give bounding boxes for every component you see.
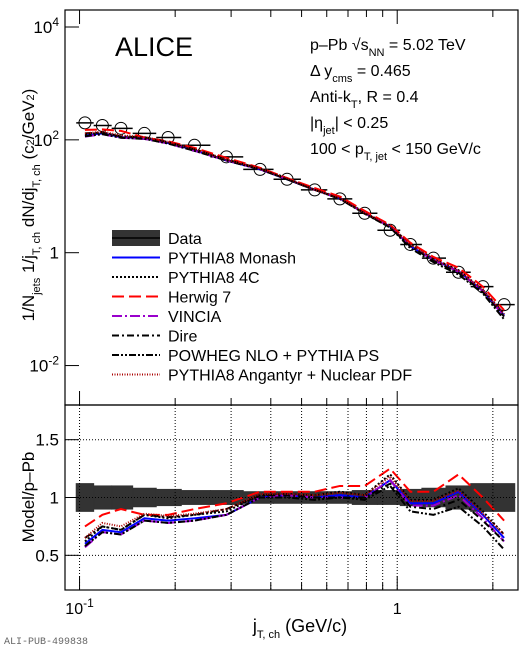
- annotation-part: NN: [369, 47, 385, 59]
- exponent: -2: [48, 354, 59, 368]
- annotation: Δ ycms = 0.465: [310, 63, 411, 85]
- uncertainty-box: [492, 483, 516, 512]
- data-point: [114, 121, 128, 135]
- y-axis-label-part: 2: [25, 139, 37, 145]
- y-tick-label: 0.5: [35, 546, 59, 565]
- x-axis-label-part: T, ch: [257, 629, 280, 641]
- annotation-part: Δ y: [310, 63, 332, 80]
- y-axis-label-part: 2: [25, 94, 37, 100]
- x-tick-label: 10-1: [65, 596, 94, 618]
- uncertainty-box: [155, 488, 182, 507]
- legend-label: PYTHIA8 4C: [168, 270, 260, 287]
- model-line: [84, 467, 505, 528]
- model-line: [84, 133, 505, 318]
- y-axis-label-part: ): [19, 89, 38, 95]
- top-plot: [76, 116, 515, 320]
- top-frame: [64, 9, 519, 406]
- y-tick-label: 1: [50, 244, 59, 263]
- data-point: [497, 298, 511, 312]
- data-point: [333, 192, 347, 206]
- x-tick-label: 1: [393, 601, 402, 618]
- annotation-part: p–Pb √s: [310, 37, 369, 54]
- y-axis-label-part: dN/dj: [19, 187, 38, 231]
- exponent: 2: [52, 128, 59, 142]
- annotation: Anti-kT, R = 0.4: [310, 89, 419, 111]
- legend-label: PYTHIA8 Monash: [168, 251, 296, 268]
- y-axis-label-part: 1/N: [19, 295, 38, 321]
- y-axis-label-part: 1/j: [19, 255, 38, 278]
- y-tick-label: 104: [33, 15, 59, 37]
- y-tick-label: 10-2: [29, 354, 59, 376]
- legend-label: PYTHIA8 Angantyr + Nuclear PDF: [168, 368, 412, 385]
- exponent: 4: [52, 15, 59, 29]
- annotation-part: < 150 GeV/c: [387, 141, 481, 158]
- y-axis-label-part: /GeV: [19, 100, 38, 139]
- legend-label: VINCIA: [168, 309, 222, 326]
- legend-label: Herwig 7: [168, 290, 231, 307]
- annotation-part: = 0.465: [352, 63, 410, 80]
- y-axis-label-part: T, ch: [31, 232, 43, 255]
- model-line: [84, 482, 505, 543]
- legend-label: POWHEG NLO + PYTHIA PS: [168, 348, 379, 365]
- annotation: |ηjet| < 0.25: [310, 115, 388, 137]
- annotation: p–Pb √sNN = 5.02 TeV: [310, 37, 466, 59]
- model-line: [84, 472, 505, 543]
- annotation-part: jet: [322, 125, 335, 137]
- model-line: [84, 130, 505, 315]
- legend-label: Dire: [168, 329, 197, 346]
- y-tick-label: 1: [50, 489, 59, 508]
- annotation-part: T, jet: [364, 151, 387, 163]
- y-axis-label: 1/Njets 1/jT, ch dN/djT, ch (c2/GeV2): [19, 89, 43, 322]
- uncertainty-box: [93, 485, 113, 510]
- annotation-part: | < 0.25: [335, 115, 389, 132]
- x-axis-label: jT, ch (GeV/c): [252, 616, 347, 641]
- x-axis-label-part: (GeV/c): [280, 616, 347, 636]
- annotation-part: |η: [310, 115, 323, 132]
- data-point: [78, 116, 92, 130]
- legend-label: Data: [168, 231, 202, 248]
- footer: ALI-PUB-499838: [4, 637, 88, 648]
- model-line: [84, 131, 505, 315]
- y-tick-label: 1.5: [35, 431, 59, 450]
- y-axis-label: Model/p–Pb: [19, 452, 38, 543]
- data-point: [403, 237, 417, 251]
- y-axis-label-part: (c: [19, 145, 38, 164]
- model-line: [84, 131, 505, 318]
- data-point: [253, 162, 267, 176]
- model-line: [84, 133, 505, 320]
- annotation: 100 < pT, jet < 150 GeV/c: [310, 141, 481, 163]
- model-line: [84, 132, 505, 316]
- annotation-part: T: [351, 99, 358, 111]
- annotation-part: = 5.02 TeV: [384, 37, 465, 54]
- chart-title: ALICE: [115, 32, 193, 62]
- annotation-part: cms: [332, 73, 353, 85]
- bottom-plot: [75, 467, 516, 551]
- y-axis-label-part: jets: [31, 277, 43, 296]
- y-axis-label-part: T, ch: [31, 164, 43, 187]
- annotation-part: , R = 0.4: [358, 89, 419, 106]
- annotation-part: 100 < p: [310, 141, 364, 158]
- x-axis-label-part: j: [252, 616, 257, 636]
- exponent: -1: [83, 596, 94, 610]
- annotation-part: Anti-k: [310, 89, 352, 106]
